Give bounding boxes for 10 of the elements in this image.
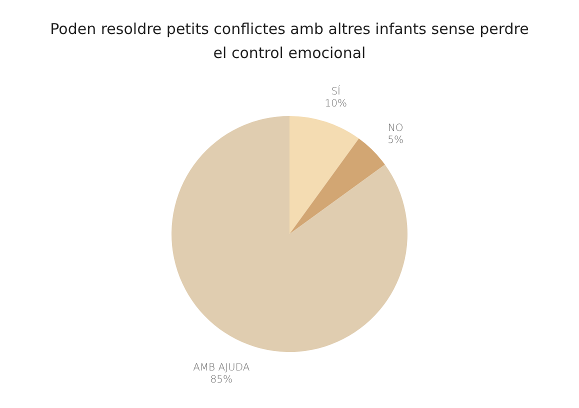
slice-label: SÍ [331, 84, 341, 98]
pie-slice [290, 116, 359, 234]
pie-slice [172, 116, 408, 352]
data-label: 5% [388, 134, 404, 146]
data-label: 10% [324, 98, 347, 110]
pie-slice [290, 138, 385, 234]
slice-label: AMB AJUDA [193, 362, 250, 374]
chart-title: Poden resoldre petits conflictes amb altres infants sense perdre el control emocional [50, 20, 529, 62]
data-label: 85% [210, 374, 233, 386]
slice-label: NO [388, 122, 404, 134]
